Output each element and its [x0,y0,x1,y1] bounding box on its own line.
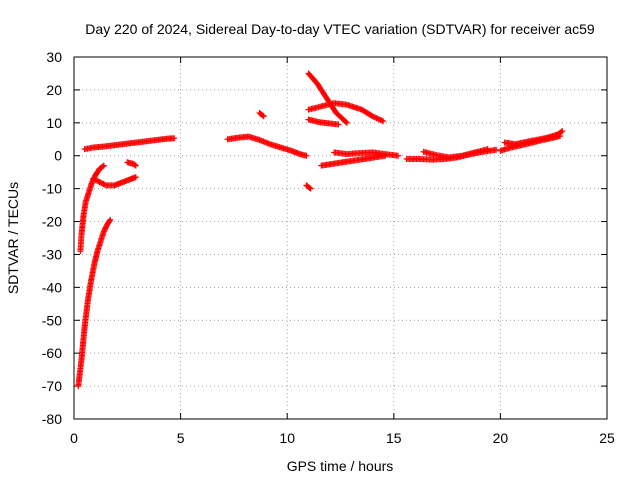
data-point-marker [102,224,109,231]
y-tick-label: 20 [46,82,62,98]
data-point-marker [131,161,138,168]
data-point-marker [342,118,349,125]
data-point-marker [373,115,380,122]
data-point-marker [101,181,108,188]
data-point-marker [369,113,376,120]
data-point-marker [132,162,139,169]
data-point-marker [99,163,106,170]
data-point-marker [376,116,383,123]
y-axis-label: SDTVAR / TECUs [5,182,21,294]
data-point-marker [374,115,381,122]
data-point-marker [107,216,114,223]
data-point-marker [101,227,108,234]
x-tick-label: 20 [493,430,509,446]
x-tick-label: 5 [177,430,185,446]
data-point-marker [132,174,139,181]
data-point-marker [260,113,267,120]
data-point-marker [171,135,178,142]
data-point-marker [306,184,313,191]
x-tick-label: 10 [279,430,295,446]
data-point-marker [303,152,310,159]
data-points [75,70,566,390]
y-tick-label: 30 [46,49,62,65]
data-point-marker [380,118,387,125]
y-tick-label: -70 [42,378,62,394]
data-point-marker [377,116,384,123]
data-point-marker [493,146,500,153]
y-tick-label: -50 [42,312,62,328]
data-point-marker [106,218,113,225]
data-point-marker [102,225,109,232]
data-point-marker [100,228,107,235]
y-tick-label: 0 [54,148,62,164]
data-point-marker [484,146,491,153]
plot-frame [73,56,608,420]
x-tick-label: 0 [70,430,78,446]
grid-lines [74,57,607,419]
y-tick-label: 10 [46,115,62,131]
data-point-marker [558,128,565,135]
y-tick-label: -20 [42,214,62,230]
y-tick-label: -40 [42,279,62,295]
data-point-marker [335,121,342,128]
data-point-marker [559,128,566,135]
x-tick-label: 25 [599,430,615,446]
data-point-marker [100,162,107,169]
data-point-marker [395,152,402,159]
y-tick-label: -30 [42,246,62,262]
chart-title: Day 220 of 2024, Sidereal Day-to-day VTE… [85,21,595,37]
axis-ticks: 0 5 10 15 20 25 -80 -70 -60 -50 -40 -30 -20 -10 0 10 20 3… [42,49,615,446]
x-axis-label: GPS time / hours [287,458,394,474]
data-point-marker [378,117,385,124]
y-tick-label: -80 [42,411,62,427]
data-point-marker [370,113,377,120]
y-tick-label: -10 [42,181,62,197]
x-tick-label: 15 [386,430,402,446]
data-point-marker [307,185,314,192]
data-point-marker [343,119,350,126]
data-point-marker [259,112,266,119]
y-tick-label: -60 [42,345,62,361]
data-point-marker [372,114,379,121]
